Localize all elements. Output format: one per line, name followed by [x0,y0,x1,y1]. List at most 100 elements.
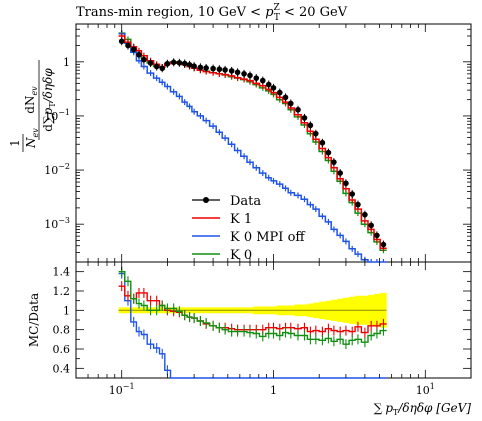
y-tick-label: 10−3 [44,216,70,231]
data-point [287,100,294,107]
data-point [181,60,188,67]
data-point [380,241,387,248]
data-point [362,211,368,218]
ratio-series-layer [118,266,387,379]
data-point [241,71,247,77]
x-axis-label-rest: /δηδφ [GeV] [397,401,471,415]
ratio-y-tick-label: 1.2 [53,285,71,298]
data-point [265,81,272,88]
data-point [118,38,125,45]
ratio-y-tick-label: 1 [63,304,70,317]
data-point [319,139,326,146]
data-point [176,59,183,66]
y-tick-label-base: 10 [44,110,58,123]
y-axis-label-sigma: ∑ [41,115,55,124]
legend-label-k0-mpi-off: K 0 MPI off [230,230,306,245]
y-axis-label-frac-top: dNev [23,86,39,114]
y-axis-label-p-sub: T [48,102,57,108]
x-tick-label-exp: 1 [430,382,435,391]
data-point [301,115,308,121]
data-point [170,59,177,66]
y-axis-label-fraction: dNev d∑pT/δηδφ [23,60,57,140]
data-point [234,69,241,76]
x-tick-label-base: 1 [270,384,277,397]
legend-entry-k0-mpi-off: K 0 MPI off [192,230,306,245]
y-axis-label-dn-sub: ev [30,86,39,96]
y-tick-label: 10−2 [44,162,70,177]
y-axis-label-norm-top: 1 [8,139,22,147]
data-point [147,60,154,66]
x-axis-label-p: p [385,401,393,415]
data-point [203,65,209,71]
y-axis-label-p: p [41,107,55,115]
y-axis-label-frac-bottom: d∑pT/δηδφ [41,68,57,132]
y-axis-label-dn: dN [23,96,37,114]
y-tick-label-exp: −1 [58,108,70,117]
data-point [253,75,260,81]
data-point [259,77,266,84]
y-axis-label-tail: /δηδφ [41,68,55,104]
chart-title-prefix: Trans-min region, 10 GeV < [76,5,265,20]
legend-entry-data: Data [192,194,261,209]
y-axis-label-norm-n: N [24,137,38,149]
legend: Data K 1 K 0 MPI off K 0 [192,194,306,263]
data-point [307,122,314,129]
data-point [186,62,193,68]
data-point [276,89,283,96]
data-point [216,66,223,73]
legend-entry-k1: K 1 [192,212,252,227]
data-point [270,85,277,91]
main-series-layer [118,30,387,263]
x-axis-label: ∑ pT/δηδφ [GeV] [374,401,472,417]
data-point [197,64,204,71]
legend-label-k0: K 0 [230,248,252,263]
x-tick-label-base: 10 [109,384,123,397]
legend-label-k1: K 1 [230,212,252,227]
x-axis-label-sigma: ∑ [374,401,383,415]
chart-title-sub: T [274,13,280,23]
data-point [325,149,332,156]
chart-title: Trans-min region, 10 GeV < pZ T < 20 GeV [76,3,348,23]
data-point [153,63,160,70]
data-point [159,65,166,72]
ratio-line-k-0 [118,271,387,345]
y-tick-label-base: 10 [44,164,58,177]
data-point [349,191,356,197]
ratio-band-layer [118,292,387,328]
legend-label-data: Data [230,194,261,209]
data-point [313,130,319,137]
x-tick-label-base: 10 [416,384,430,397]
y-tick-label-exp: −3 [58,216,70,225]
ratio-y-tick-label: 0.4 [53,362,71,375]
data-point [355,201,361,208]
ratio-panel-frame [75,261,472,379]
data-point [125,42,131,49]
legend-marker-data [203,197,209,203]
y-tick-label: 10−1 [44,108,70,123]
x-tick-label-exp: −1 [123,382,135,391]
y-tick-label-exp: −2 [58,162,70,171]
data-point [228,68,235,74]
data-point [247,72,253,79]
data-point [282,94,289,101]
main-panel-frame [75,23,472,263]
data-point [337,170,343,176]
ratio-line-k-0-mpi-off [118,272,387,379]
ratio-y-axis-label: MC/Data [27,293,41,347]
x-tick-label: 101 [416,382,435,397]
data-point [141,56,147,63]
chart-title-p: p [265,5,274,20]
y-tick-label: 1 [63,56,70,69]
x-tick-label: 10−1 [109,382,135,397]
data-point [343,180,349,187]
data-point [130,46,137,53]
ratio-y-tick-label: 1.4 [53,266,71,279]
chart-title-sup: Z [274,3,280,13]
data-point [164,60,171,67]
y-axis-label: 1 Nev [8,128,40,152]
data-point [136,51,142,58]
data-point [374,232,380,239]
data-point [191,63,197,70]
ratio-y-tick-label: 0.8 [53,324,71,337]
